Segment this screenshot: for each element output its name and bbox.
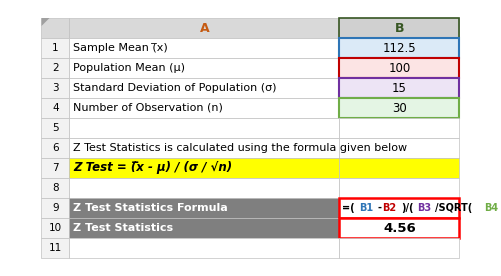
Bar bbox=[340, 178, 459, 198]
Bar bbox=[340, 238, 459, 258]
Bar bbox=[70, 198, 340, 218]
Text: 15: 15 bbox=[392, 81, 407, 94]
Bar bbox=[70, 138, 340, 158]
Bar bbox=[42, 38, 70, 58]
Text: 10: 10 bbox=[49, 223, 62, 233]
Text: 30: 30 bbox=[392, 102, 407, 115]
Bar bbox=[70, 178, 340, 198]
Text: Z Test = (̅x - μ) / (σ / √n): Z Test = (̅x - μ) / (σ / √n) bbox=[74, 161, 232, 174]
Text: 4.56: 4.56 bbox=[383, 222, 416, 235]
Text: 7: 7 bbox=[52, 163, 59, 173]
Bar bbox=[70, 38, 340, 58]
Bar bbox=[70, 218, 340, 238]
Text: Z Test Statistics: Z Test Statistics bbox=[74, 223, 174, 233]
Text: Standard Deviation of Population (σ): Standard Deviation of Population (σ) bbox=[74, 83, 277, 93]
Text: Z Test Statistics is calculated using the formula given below: Z Test Statistics is calculated using th… bbox=[74, 143, 408, 153]
Bar bbox=[70, 158, 340, 178]
Text: B1: B1 bbox=[359, 203, 373, 213]
Bar bbox=[340, 198, 459, 218]
Bar bbox=[42, 18, 70, 38]
Bar bbox=[42, 158, 70, 178]
Text: 9: 9 bbox=[52, 203, 59, 213]
Bar bbox=[70, 58, 340, 78]
Bar bbox=[42, 78, 70, 98]
Text: 1: 1 bbox=[52, 43, 59, 53]
Bar bbox=[42, 118, 70, 138]
Text: B3: B3 bbox=[417, 203, 431, 213]
Bar bbox=[340, 78, 459, 98]
Text: B2: B2 bbox=[382, 203, 397, 213]
Bar bbox=[340, 78, 459, 98]
Bar bbox=[340, 198, 459, 218]
Bar bbox=[42, 238, 70, 258]
Text: )/(: )/( bbox=[401, 203, 413, 213]
Bar bbox=[70, 118, 340, 138]
Bar bbox=[42, 198, 70, 218]
Bar bbox=[70, 78, 340, 98]
Text: /SQRT(: /SQRT( bbox=[435, 203, 472, 213]
Bar bbox=[340, 118, 459, 138]
Bar bbox=[340, 38, 459, 58]
Bar bbox=[42, 218, 70, 238]
Text: B: B bbox=[395, 22, 404, 34]
Text: B4: B4 bbox=[484, 203, 498, 213]
Bar bbox=[70, 238, 340, 258]
Text: 100: 100 bbox=[388, 62, 411, 75]
Bar bbox=[42, 98, 70, 118]
Bar bbox=[340, 218, 459, 238]
Text: A: A bbox=[200, 22, 209, 34]
Text: Population Mean (μ): Population Mean (μ) bbox=[74, 63, 185, 73]
Bar bbox=[340, 58, 459, 78]
Bar bbox=[340, 98, 459, 118]
Bar bbox=[70, 18, 340, 38]
Bar bbox=[42, 178, 70, 198]
Text: 2: 2 bbox=[52, 63, 59, 73]
Text: 5: 5 bbox=[52, 123, 59, 133]
Bar bbox=[340, 158, 459, 178]
Text: =(: =( bbox=[343, 203, 355, 213]
Bar bbox=[340, 138, 459, 158]
Bar bbox=[340, 58, 459, 78]
Bar bbox=[340, 38, 459, 58]
Text: 4: 4 bbox=[52, 103, 59, 113]
Bar bbox=[70, 98, 340, 118]
Text: 3: 3 bbox=[52, 83, 59, 93]
Bar bbox=[42, 58, 70, 78]
Text: Z Test Statistics Formula: Z Test Statistics Formula bbox=[74, 203, 228, 213]
Text: 112.5: 112.5 bbox=[383, 41, 416, 54]
Bar bbox=[42, 138, 70, 158]
Text: 6: 6 bbox=[52, 143, 59, 153]
Text: 8: 8 bbox=[52, 183, 59, 193]
Text: Number of Observation (n): Number of Observation (n) bbox=[74, 103, 223, 113]
Bar bbox=[340, 218, 459, 238]
Bar bbox=[340, 18, 459, 38]
Bar bbox=[340, 18, 459, 38]
Bar bbox=[340, 98, 459, 118]
Text: Sample Mean (̅x): Sample Mean (̅x) bbox=[74, 43, 168, 53]
Text: 11: 11 bbox=[49, 243, 62, 253]
Text: -: - bbox=[377, 203, 381, 213]
Polygon shape bbox=[42, 18, 50, 26]
